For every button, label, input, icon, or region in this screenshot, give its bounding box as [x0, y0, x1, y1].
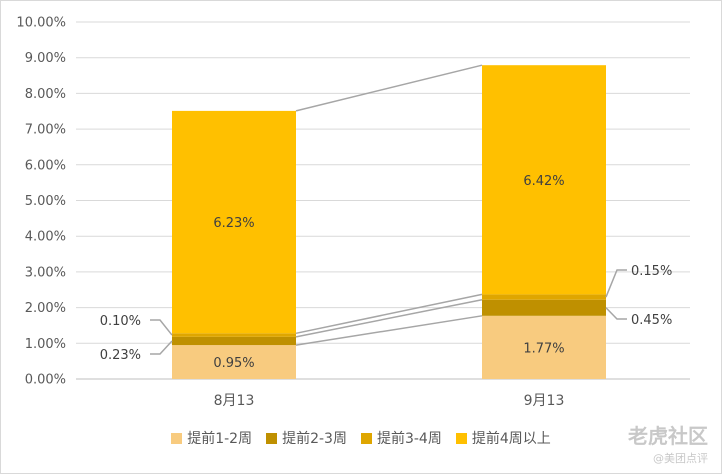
legend-item-3: 提前3-4周 [360, 428, 442, 448]
watermark-logo: 老虎社区 [628, 424, 708, 448]
bar-segment [482, 315, 606, 379]
series-line [295, 315, 483, 346]
data-label: 0.45% [631, 313, 672, 328]
legend-label-3: 提前3-4周 [376, 431, 442, 447]
x-tick-label: 9月13 [524, 393, 565, 409]
bar-segment [172, 333, 296, 337]
legend-swatch-2 [266, 432, 278, 444]
data-label: 1.77% [523, 341, 564, 356]
y-tick-label: 4.00% [25, 230, 66, 245]
watermark-sub: @美团点评 [653, 452, 708, 465]
legend-swatch-4 [455, 432, 467, 444]
legend-swatch-1 [171, 432, 183, 444]
y-tick-label: 2.00% [25, 301, 66, 316]
leader-line [605, 269, 627, 298]
y-tick-label: 0.00% [25, 373, 66, 388]
y-tick-label: 3.00% [25, 265, 66, 280]
legend-swatch-3 [360, 432, 372, 444]
bar-segment [172, 345, 296, 379]
y-tick-label: 10.00% [16, 16, 66, 31]
y-tick-label: 1.00% [25, 337, 66, 352]
data-label: 0.23% [100, 348, 141, 363]
series-line [295, 299, 483, 338]
y-tick-label: 7.00% [25, 123, 66, 138]
leader-line [150, 340, 173, 355]
leader-line [605, 307, 627, 320]
data-label: 6.23% [213, 216, 254, 231]
legend-label-2: 提前2-3周 [282, 431, 347, 447]
data-label: 0.10% [100, 314, 141, 329]
legend-item-4: 提前4周以上 [455, 428, 551, 448]
legend-item-2: 提前2-3周 [266, 428, 347, 448]
x-tick-label: 8月13 [214, 393, 255, 409]
y-tick-label: 9.00% [25, 51, 66, 66]
data-label: 0.95% [213, 356, 254, 371]
bar-segment [482, 299, 606, 316]
y-tick-label: 5.00% [25, 194, 66, 209]
legend-label-4: 提前4周以上 [471, 431, 551, 447]
series-line [295, 64, 483, 112]
bar-segment [482, 294, 606, 300]
legend-label-1: 提前1-2周 [187, 431, 253, 447]
bar-segment [482, 65, 606, 295]
data-label: 6.42% [523, 174, 564, 189]
y-tick-label: 8.00% [25, 87, 66, 102]
y-tick-label: 6.00% [25, 158, 66, 173]
legend: 提前1-2周 提前2-3周 提前3-4周 提前4周以上 [0, 428, 722, 448]
legend-item-1: 提前1-2周 [171, 428, 252, 448]
bar-segment [172, 110, 296, 334]
series-line [295, 293, 483, 335]
data-label: 0.15% [631, 264, 672, 279]
bar-segment [172, 336, 296, 346]
leader-line [150, 319, 173, 336]
